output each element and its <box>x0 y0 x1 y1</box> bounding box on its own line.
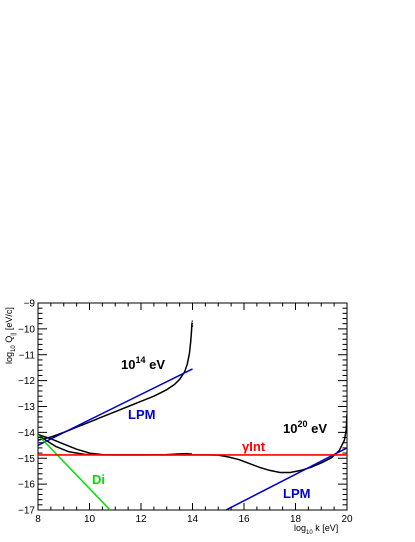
annotation-di: Di <box>92 472 105 487</box>
series-group <box>38 320 347 510</box>
y-tick-label: −11 <box>19 350 36 361</box>
series-line-total-1e14 <box>38 433 192 456</box>
series-line-total-1e14-upper <box>38 322 193 441</box>
series-line-lpm-1e20 <box>225 447 347 510</box>
x-tick-label: 14 <box>187 514 199 525</box>
y-axis-title-sub: 10 <box>11 345 17 352</box>
annotation-1e20-exp: 20 <box>297 419 307 429</box>
annotation-lpm-upper: LPM <box>128 407 155 422</box>
x-tick-label: 12 <box>135 514 147 525</box>
x-tick-label: 16 <box>238 514 250 525</box>
plot-frame <box>37 302 348 511</box>
y-tick-label: −9 <box>24 299 36 310</box>
y-tick-label: −12 <box>18 376 35 387</box>
x-axis-title-rest: k [eV] <box>313 523 339 533</box>
x-tick-label: 18 <box>290 514 302 525</box>
x-tick-label: 8 <box>35 514 41 525</box>
y-axis-title-main: log <box>4 352 14 364</box>
y-axis-title: log10 Q|| [eV/c] <box>4 307 17 364</box>
y-axis-title-sub2: || <box>11 332 17 336</box>
y-axis-title-rest: Q <box>4 336 14 346</box>
annotation-1e20-base: 10 <box>283 421 297 436</box>
plot-border <box>37 302 348 511</box>
x-tick-label: 20 <box>341 514 353 525</box>
y-tick-label: −17 <box>18 506 35 517</box>
series-line-dielectric <box>38 434 111 510</box>
y-tick-label: −13 <box>18 402 35 413</box>
annotation-1e14-exp: 14 <box>135 355 145 365</box>
annotation-1e14-base: 10 <box>121 357 135 372</box>
x-axis-title-sub: 10 <box>306 530 313 536</box>
series-point-tip <box>191 323 193 325</box>
x-axis-title-main: log <box>294 523 306 533</box>
annotation-1e14-unit: eV <box>145 357 165 372</box>
y-tick-label: −16 <box>18 480 35 491</box>
series-layer <box>38 320 347 510</box>
series-line-lpm-1e14 <box>38 368 193 446</box>
y-axis-title-unit: [eV/c] <box>4 307 14 333</box>
ticks-layer: 8 10 12 14 16 18 20 −17 −16 −15 −14 −13 −12 −11 −10 −9 <box>18 299 353 526</box>
annotation-1e20-unit: eV <box>307 421 327 436</box>
annotation-1e20-ev: 1020 eV <box>283 419 327 436</box>
annotation-lpm-lower: LPM <box>283 486 310 501</box>
y-tick-label: −14 <box>18 428 35 439</box>
series-point-tip <box>191 325 194 327</box>
x-tick-label: 10 <box>84 514 96 525</box>
series-point-tip <box>191 320 193 322</box>
y-tick-label: −10 <box>18 324 35 335</box>
x-axis-title: log10 k [eV] <box>294 523 338 536</box>
annotation-gamma-int: γInt <box>242 439 266 454</box>
annotation-1e14-ev: 1014 eV <box>121 355 165 372</box>
y-tick-label: −15 <box>18 454 35 465</box>
